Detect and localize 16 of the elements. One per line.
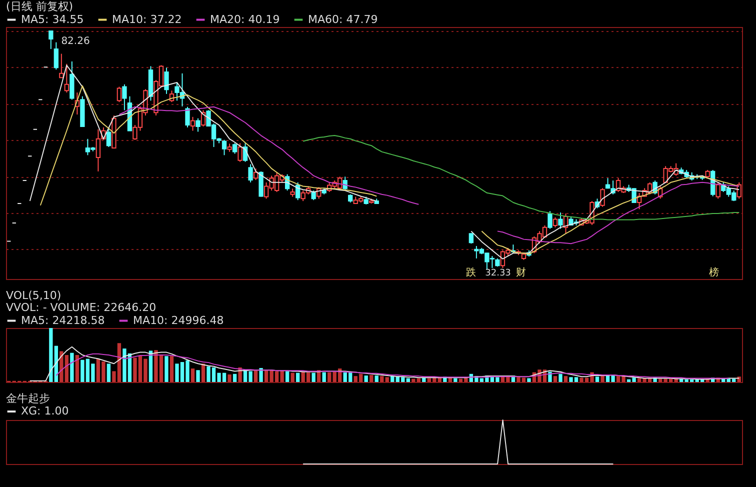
annotation: 财 [516, 266, 526, 279]
annotation: 榜 [709, 266, 720, 279]
legend-label: MA20: 40.19 [210, 12, 280, 26]
legend-label: MA60: 47.79 [308, 12, 378, 26]
annotation: 跌 [466, 266, 476, 279]
legend-label: MA10: 37.22 [112, 12, 182, 26]
chart-title: VOL(5,10) [6, 289, 62, 302]
annotation: 32.33 [485, 268, 511, 279]
legend-label: MA5: 24218.58 [21, 314, 105, 327]
legend-label: MA5: 34.55 [21, 12, 84, 26]
legend-label: XG: 1.00 [21, 404, 69, 418]
annotation: 82.26 [61, 36, 90, 47]
legend-label: MA10: 24996.48 [133, 314, 224, 327]
text: VVOL: - VOLUME: 22646.20 [6, 301, 156, 314]
chart-title: (日线 前复权) [6, 0, 74, 13]
chart-title: 金牛起步 [6, 392, 50, 405]
